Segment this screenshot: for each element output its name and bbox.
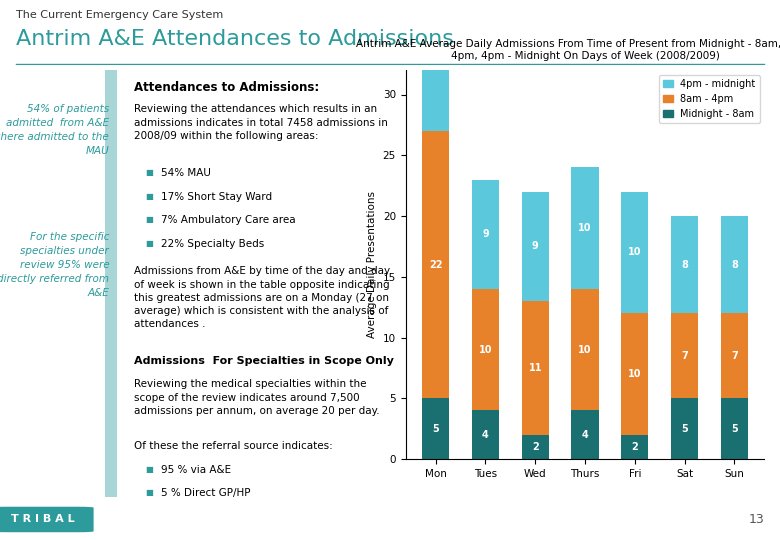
Text: 95 % via A&E: 95 % via A&E	[161, 465, 231, 475]
Text: ■: ■	[145, 215, 153, 224]
Text: 8: 8	[731, 260, 738, 269]
Text: 10: 10	[628, 247, 641, 258]
FancyBboxPatch shape	[0, 507, 94, 532]
Bar	[522, 301, 549, 435]
Text: 5: 5	[681, 423, 688, 434]
Text: 7: 7	[681, 350, 688, 361]
Bar	[571, 289, 599, 410]
Bar	[422, 0, 449, 131]
Text: 17% Short Stay Ward: 17% Short Stay Ward	[161, 192, 272, 202]
Bar	[721, 313, 748, 399]
Text: 54% MAU: 54% MAU	[161, 168, 211, 178]
Text: 22: 22	[429, 260, 442, 269]
Bar	[621, 192, 648, 313]
Bar	[671, 399, 698, 459]
Legend: 4pm - midnight, 8am - 4pm, Midnight - 8am: 4pm - midnight, 8am - 4pm, Midnight - 8a…	[659, 75, 760, 123]
Text: 7% Ambulatory Care area: 7% Ambulatory Care area	[161, 215, 296, 225]
Text: 8: 8	[681, 260, 688, 269]
Text: 20: 20	[429, 4, 442, 15]
Text: T R I B A L: T R I B A L	[11, 514, 75, 524]
Text: ■: ■	[145, 488, 153, 497]
Text: ■: ■	[145, 465, 153, 474]
Text: 4: 4	[482, 430, 489, 440]
Text: 2: 2	[532, 442, 538, 452]
Bar	[472, 410, 499, 459]
Title: Antrim A&E Average Daily Admissions From Time of Present from Midnight - 8am, 8a: Antrim A&E Average Daily Admissions From…	[356, 39, 780, 61]
Text: 2: 2	[632, 442, 638, 452]
Text: 54% of patients
admitted  from A&E
where admitted to the
MAU: 54% of patients admitted from A&E where …	[0, 104, 109, 156]
Text: 10: 10	[628, 369, 641, 379]
Bar	[522, 192, 549, 301]
Bar	[422, 399, 449, 459]
Bar	[621, 313, 648, 435]
Text: Reviewing the attendances which results in an
admissions indicates in total 7458: Reviewing the attendances which results …	[134, 104, 388, 141]
Text: 9: 9	[532, 241, 538, 252]
Text: Of these the referral source indicates:: Of these the referral source indicates:	[134, 441, 333, 451]
Bar	[671, 313, 698, 399]
Text: 7: 7	[731, 350, 738, 361]
Bar	[671, 216, 698, 313]
Text: ■: ■	[145, 239, 153, 248]
Text: Reviewing the medical specialties within the
scope of the review indicates aroun: Reviewing the medical specialties within…	[134, 380, 380, 416]
Text: Admissions  For Specialties in Scope Only: Admissions For Specialties in Scope Only	[134, 356, 394, 366]
Bar	[422, 131, 449, 399]
Text: 5: 5	[432, 423, 439, 434]
Text: Antrim A&E Attendances to Admissions: Antrim A&E Attendances to Admissions	[16, 29, 453, 49]
Text: ■: ■	[145, 168, 153, 177]
Text: 4: 4	[582, 430, 588, 440]
Text: 13: 13	[749, 513, 764, 526]
Text: ■: ■	[145, 192, 153, 201]
Bar	[571, 167, 599, 289]
Text: 5: 5	[731, 423, 738, 434]
Bar	[522, 435, 549, 459]
Bar	[472, 289, 499, 410]
Text: 10: 10	[578, 223, 592, 233]
Bar	[472, 179, 499, 289]
Bar	[721, 216, 748, 313]
Text: 22% Specialty Beds: 22% Specialty Beds	[161, 239, 264, 249]
Text: 10: 10	[479, 345, 492, 355]
Y-axis label: Average Daily Presentations: Average Daily Presentations	[367, 191, 377, 338]
Text: Attendances to Admissions:: Attendances to Admissions:	[134, 81, 319, 94]
Text: The Current Emergency Care System: The Current Emergency Care System	[16, 10, 223, 20]
Text: Admissions from A&E by time of the day and day
of week is shown in the table opp: Admissions from A&E by time of the day a…	[134, 266, 390, 329]
Bar	[571, 410, 599, 459]
Text: 10: 10	[578, 345, 592, 355]
Text: 5 % Direct GP/HP: 5 % Direct GP/HP	[161, 488, 250, 498]
Text: For the specific
specialties under
review 95% were
directly referred from
A&E: For the specific specialties under revie…	[0, 232, 109, 298]
Bar	[621, 435, 648, 459]
Bar	[721, 399, 748, 459]
Text: 11: 11	[529, 363, 542, 373]
Text: 9: 9	[482, 229, 489, 239]
